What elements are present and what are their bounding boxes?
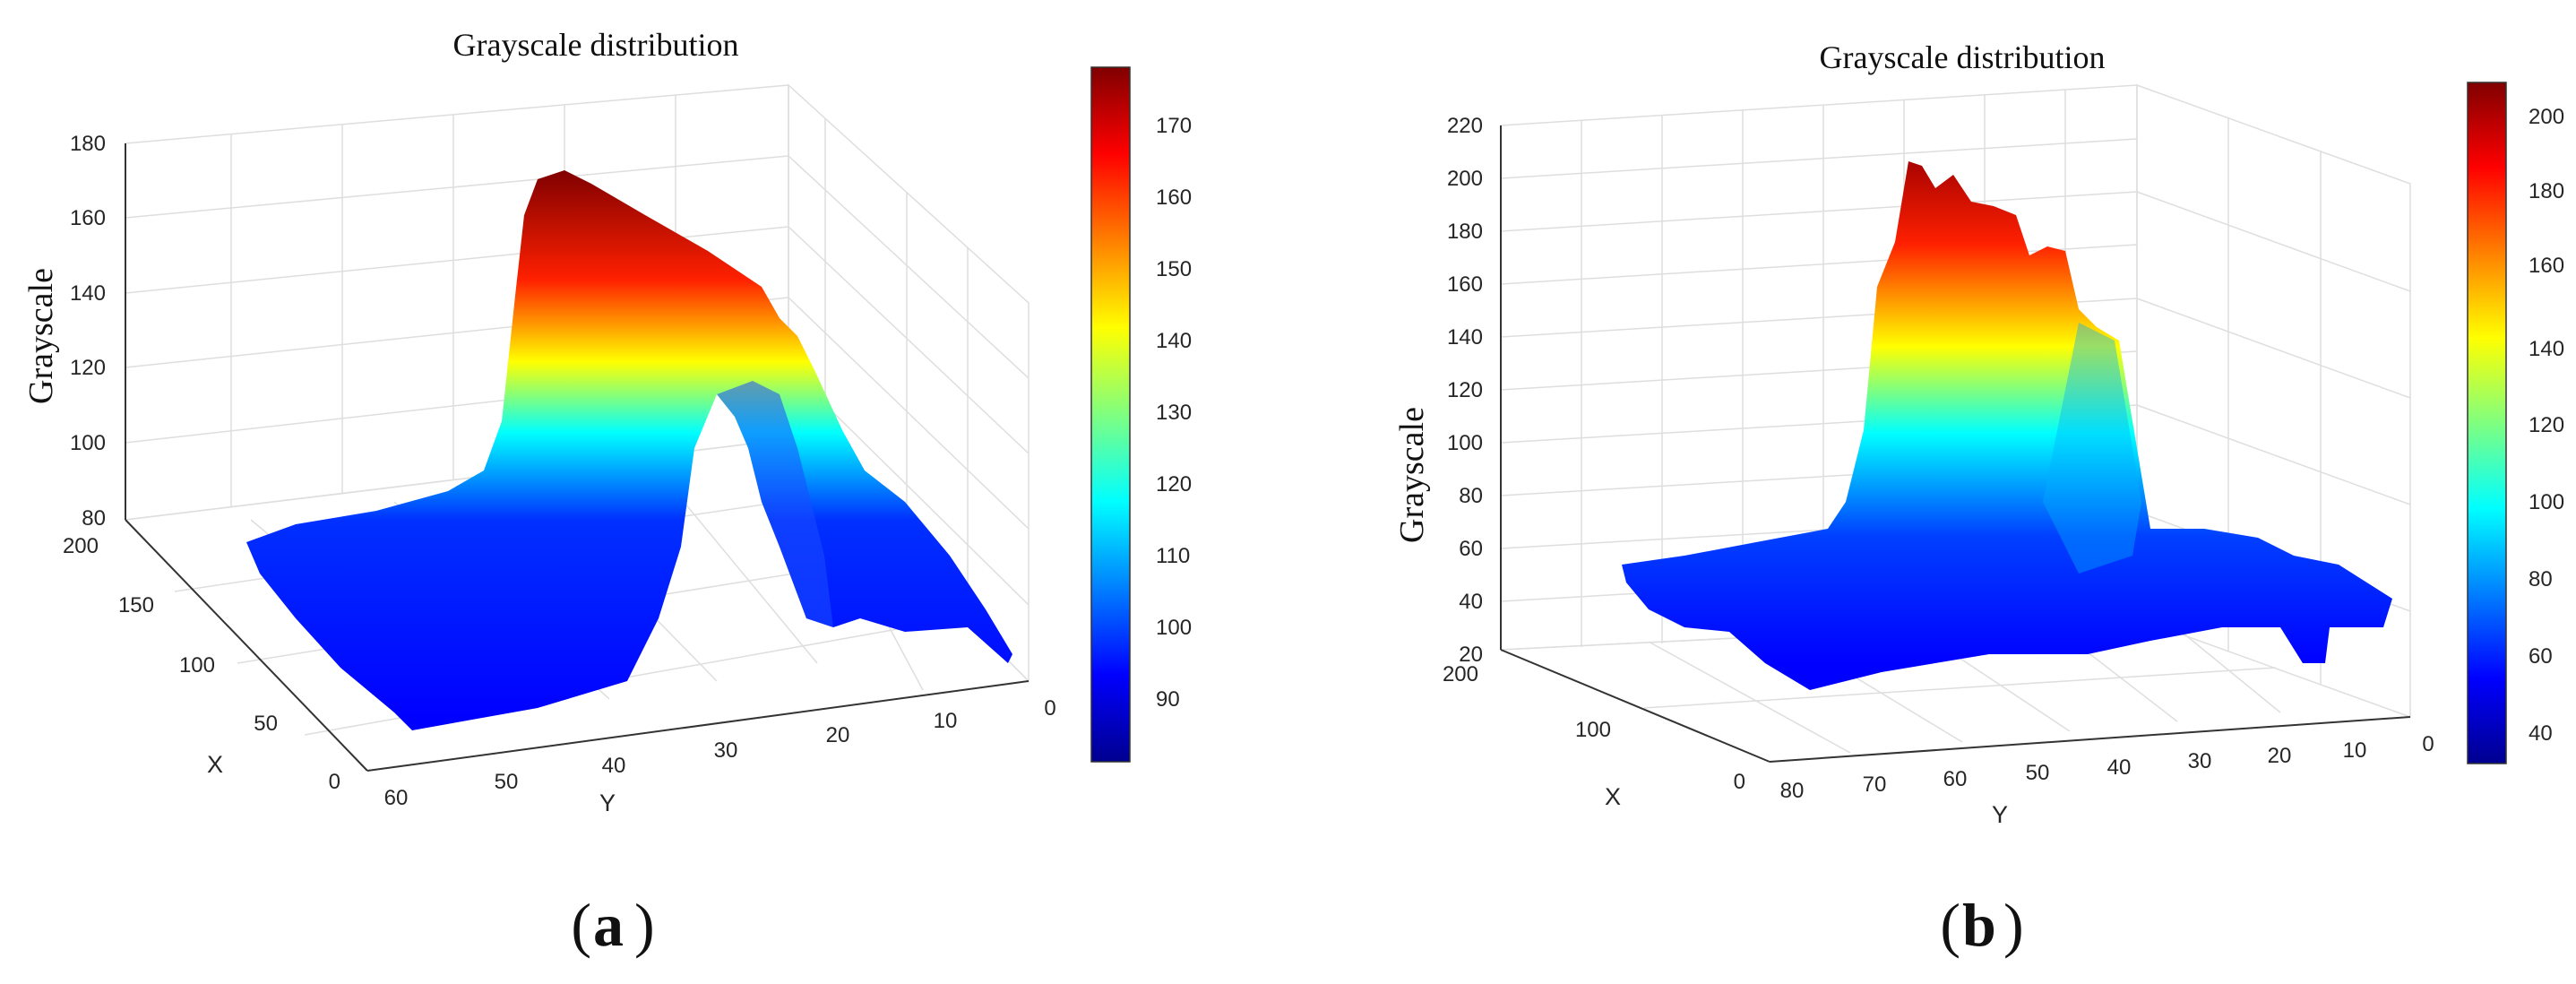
panel-a-letter: a bbox=[593, 891, 624, 959]
chart-a-ylabel: Y bbox=[599, 790, 616, 816]
colorbar-tick: 130 bbox=[1156, 401, 1192, 425]
colorbar-tick: 100 bbox=[2529, 490, 2564, 514]
chart-a-xlabel: X bbox=[207, 751, 223, 778]
y-tick: 20 bbox=[826, 723, 850, 747]
colorbar-tick: 160 bbox=[1156, 186, 1192, 210]
chart-a-colorbar: 170 160 150 140 130 120 110 100 90 bbox=[1090, 66, 1192, 763]
y-tick: 50 bbox=[2026, 761, 2050, 785]
chart-a-surface bbox=[246, 170, 1012, 730]
x-tick: 100 bbox=[1575, 718, 1611, 742]
z-tick: 20 bbox=[1459, 643, 1483, 667]
z-tick: 140 bbox=[70, 281, 106, 306]
colorbar-tick: 100 bbox=[1156, 616, 1192, 640]
chart-b-x-ticks: 200 100 0 bbox=[1443, 662, 1745, 794]
y-tick: 40 bbox=[602, 754, 626, 778]
colorbar-tick: 140 bbox=[1156, 329, 1192, 353]
x-tick: 0 bbox=[329, 770, 340, 794]
chart-b-ylabel: Y bbox=[1992, 801, 2008, 828]
x-tick: 150 bbox=[118, 593, 154, 617]
x-tick: 200 bbox=[1443, 662, 1478, 686]
svg-text:(: ( bbox=[571, 891, 591, 959]
colorbar-tick: 140 bbox=[2529, 337, 2564, 361]
colorbar-tick: 120 bbox=[1156, 472, 1192, 496]
y-tick: 40 bbox=[2107, 755, 2132, 780]
colorbar-tick: 170 bbox=[1156, 114, 1192, 138]
x-tick: 100 bbox=[179, 653, 215, 678]
chart-a-y-ticks: 60 50 40 30 20 10 0 bbox=[384, 696, 1056, 810]
colorbar-tick: 80 bbox=[2529, 567, 2553, 591]
chart-a-z-ticks: 180 160 140 120 100 80 bbox=[70, 132, 106, 531]
svg-text:): ) bbox=[2003, 891, 2024, 959]
z-tick: 120 bbox=[1447, 378, 1483, 402]
y-tick: 70 bbox=[1863, 773, 1887, 797]
y-tick: 10 bbox=[934, 709, 958, 733]
y-tick: 60 bbox=[1943, 767, 1968, 791]
y-tick: 50 bbox=[495, 770, 519, 794]
chart-b-z-ticks: 220 200 180 160 140 120 100 80 60 40 20 bbox=[1447, 114, 1483, 667]
z-tick: 140 bbox=[1447, 325, 1483, 350]
z-tick: 180 bbox=[1447, 220, 1483, 244]
z-tick: 160 bbox=[1447, 272, 1483, 297]
colorbar-tick: 60 bbox=[2529, 644, 2553, 669]
x-tick: 50 bbox=[254, 712, 278, 736]
z-tick: 80 bbox=[1459, 484, 1483, 508]
chart-a-x-ticks: 200 150 100 50 0 bbox=[63, 534, 340, 794]
panel-a-label: ( a ) bbox=[571, 891, 654, 959]
y-tick: 10 bbox=[2343, 738, 2367, 763]
colorbar-tick: 200 bbox=[2529, 105, 2564, 129]
chart-b-title: Grayscale distribution bbox=[1820, 39, 2106, 75]
panel-b-label: ( b ) bbox=[1940, 891, 2023, 959]
panel-b: Grayscale distribution bbox=[1393, 39, 2564, 959]
colorbar-tick: 180 bbox=[2529, 179, 2564, 203]
y-tick: 60 bbox=[384, 786, 409, 810]
colorbar-tick: 150 bbox=[1156, 257, 1192, 281]
y-tick: 20 bbox=[2268, 744, 2292, 768]
colorbar-tick: 90 bbox=[1156, 687, 1180, 712]
chart-b-y-ticks: 80 70 60 50 40 30 20 10 0 bbox=[1780, 732, 2434, 803]
svg-text:): ) bbox=[634, 891, 655, 959]
y-tick: 30 bbox=[714, 738, 738, 763]
z-tick: 100 bbox=[70, 431, 106, 455]
colorbar-tick: 110 bbox=[1156, 544, 1190, 568]
y-tick: 80 bbox=[1780, 779, 1805, 803]
chart-b-surface bbox=[1622, 161, 2392, 690]
panel-b-letter: b bbox=[1962, 891, 1996, 959]
chart-b-colorbar: 200 180 160 140 120 100 80 60 40 bbox=[2467, 82, 2564, 764]
panel-a: Grayscale distribution bbox=[22, 27, 1192, 959]
z-tick: 120 bbox=[70, 356, 106, 380]
z-tick: 220 bbox=[1447, 114, 1483, 138]
z-tick: 80 bbox=[82, 506, 106, 531]
chart-b-axes: 220 200 180 160 140 120 100 80 60 40 20 … bbox=[1393, 114, 2434, 828]
y-tick: 0 bbox=[1044, 696, 1055, 721]
y-tick: 30 bbox=[2188, 749, 2212, 773]
z-tick: 200 bbox=[1447, 167, 1483, 191]
y-tick: 0 bbox=[2422, 732, 2434, 756]
chart-b-zlabel: Grayscale bbox=[1393, 407, 1431, 543]
chart-a-axes: 180 160 140 120 100 80 200 150 100 50 0 … bbox=[22, 132, 1056, 816]
z-tick: 180 bbox=[70, 132, 106, 156]
z-tick: 40 bbox=[1459, 590, 1483, 614]
z-tick: 160 bbox=[70, 206, 106, 230]
colorbar-tick: 120 bbox=[2529, 413, 2564, 437]
x-tick: 0 bbox=[1734, 770, 1745, 794]
z-tick: 60 bbox=[1459, 537, 1483, 561]
x-tick: 200 bbox=[63, 534, 99, 558]
z-tick: 100 bbox=[1447, 431, 1483, 455]
chart-b-xlabel: X bbox=[1605, 783, 1621, 810]
chart-a-zlabel: Grayscale bbox=[22, 268, 60, 404]
colorbar-tick: 40 bbox=[2529, 721, 2553, 746]
colorbar-tick: 160 bbox=[2529, 254, 2564, 278]
chart-a-title: Grayscale distribution bbox=[453, 27, 739, 63]
svg-text:(: ( bbox=[1940, 891, 1960, 959]
